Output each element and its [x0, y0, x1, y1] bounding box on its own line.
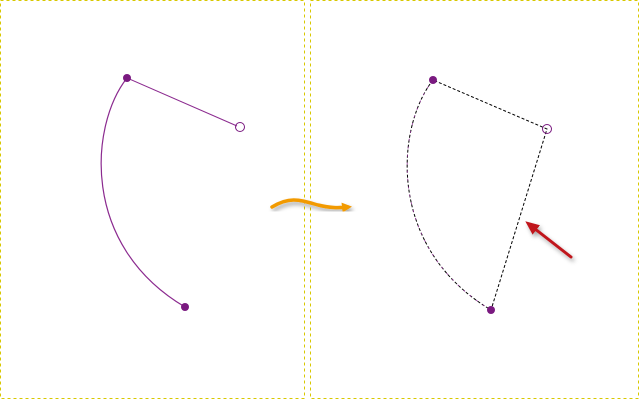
path-anchor	[487, 306, 495, 314]
path-handle-line	[126, 77, 238, 127]
path-handle	[235, 122, 245, 132]
path-curve	[406, 79, 492, 311]
selection-outline	[406, 79, 548, 311]
open-path	[100, 74, 245, 311]
path-curve	[100, 77, 186, 308]
pointer-arrow	[525, 221, 573, 259]
path-anchor	[429, 76, 437, 84]
right-canvas	[310, 0, 639, 399]
transition-arrow	[270, 198, 352, 213]
selection	[406, 76, 552, 314]
path-anchor	[123, 74, 131, 82]
path-handle	[542, 124, 552, 134]
path-anchor	[181, 303, 189, 311]
left-canvas	[0, 0, 305, 399]
